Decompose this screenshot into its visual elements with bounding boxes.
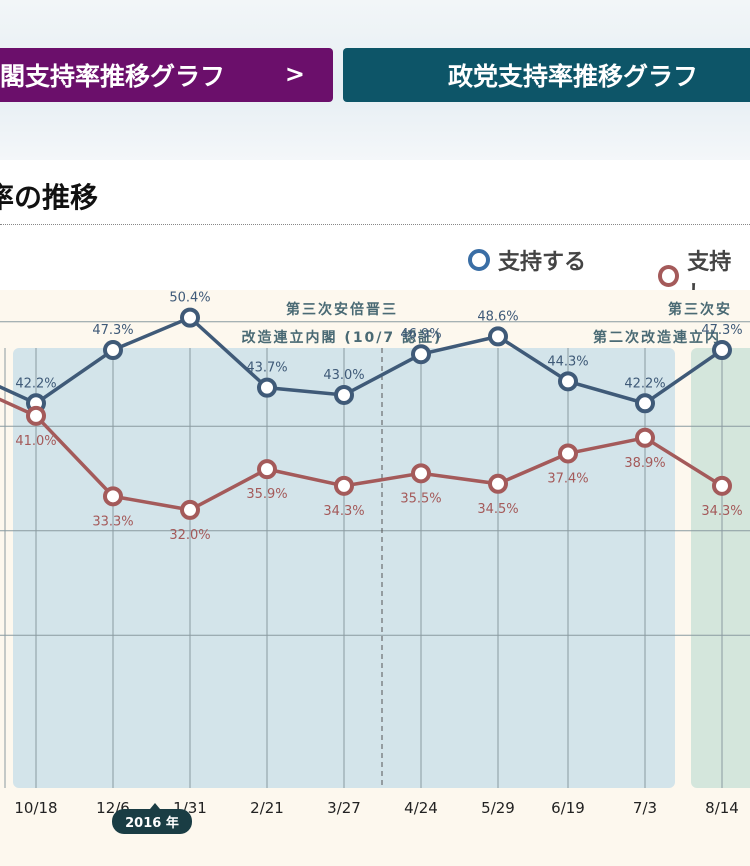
data-label-nonsupport: 33.3% (92, 514, 133, 529)
period-2-title: 第三次安 (668, 301, 732, 318)
cabinet-support-tab-label: 閣支持率推移グラフ (0, 62, 226, 91)
data-point-nonsupport (103, 486, 123, 507)
x-tick-label: 5/29 (481, 799, 515, 817)
data-point-support (712, 340, 732, 361)
x-tick-label: 6/19 (551, 799, 585, 817)
data-point-nonsupport (558, 443, 578, 464)
period-1-title: 第三次安倍晋三 (286, 301, 398, 318)
data-label-support: 48.6% (477, 309, 518, 324)
party-support-tab-label: 政党支持率推移グラフ (448, 62, 699, 91)
data-label-support: 42.2% (624, 376, 665, 391)
year-badge-label: 2016 年 (125, 815, 179, 831)
data-point-support (257, 377, 277, 398)
year-badge-pill (112, 809, 192, 834)
series-layer: 42.2% 47.3% 50.4% 43.7% 43.0% 46.9% 48.6% 44.3%… (0, 291, 743, 543)
period-2-band (691, 348, 750, 788)
period-1-subtitle: 改造連立内閣 (10/7 認証) (242, 329, 443, 346)
data-label-nonsupport: 37.4% (547, 471, 588, 486)
data-point-nonsupport (26, 405, 46, 426)
x-tick-label: 7/3 (633, 799, 657, 817)
period-2-subtitle: 第二次改造連立内 (593, 329, 721, 346)
x-tick-label: 4/24 (404, 799, 438, 817)
year-badge: 2016 年 (112, 803, 192, 834)
data-point-nonsupport (635, 427, 655, 448)
data-point-support (488, 326, 508, 347)
data-label-support: 47.3% (701, 323, 742, 338)
data-label-support: 50.4% (169, 291, 210, 306)
approval-line-chart: 第三次安倍晋三 改造連立内閣 (10/7 認証) 第三次安 第二次改造連立内 4… (0, 290, 750, 866)
title-divider (0, 224, 750, 225)
data-label-nonsupport: 38.9% (624, 456, 665, 471)
legend-support-label: 支持する (498, 250, 587, 275)
data-label-nonsupport: 35.5% (400, 491, 441, 506)
x-axis-ticks: 10/18 12/6 1/31 2/21 3/27 4/24 5/29 6/19 7/3 8/14 (14, 799, 738, 817)
data-label-nonsupport: 35.9% (246, 487, 287, 502)
data-label-support: 42.2% (15, 376, 56, 391)
data-label-nonsupport: 41.0% (15, 434, 56, 449)
data-point-nonsupport (180, 499, 200, 520)
data-point-support (411, 344, 431, 365)
data-label-support: 46.9% (400, 327, 441, 342)
data-label-support: 43.7% (246, 361, 287, 376)
data-point-nonsupport (712, 475, 732, 496)
legend-support-marker-icon (468, 249, 490, 271)
party-support-tab[interactable]: 政党支持率推移グラフ (343, 48, 750, 102)
year-badge-pointer (150, 803, 160, 809)
data-point-nonsupport (334, 475, 354, 496)
legend-support: 支持する (468, 244, 586, 276)
data-label-support: 44.3% (547, 354, 588, 369)
data-point-support (635, 393, 655, 414)
data-label-support: 43.0% (323, 368, 364, 383)
data-label-nonsupport: 34.5% (477, 502, 518, 517)
data-point-support (334, 384, 354, 405)
x-tick-label: 8/14 (705, 799, 739, 817)
chevron-right-icon: > (284, 60, 305, 88)
data-point-support (558, 371, 578, 392)
x-tick-label: 10/18 (14, 799, 57, 817)
data-point-nonsupport (488, 473, 508, 494)
data-label-support: 47.3% (92, 323, 133, 338)
data-point-support (103, 340, 123, 361)
cabinet-support-tab[interactable]: 閣支持率推移グラフ > (0, 48, 333, 102)
data-label-nonsupport: 32.0% (169, 528, 210, 543)
section-title: 率の推移 (0, 181, 99, 214)
chart-gridlines (0, 321, 750, 788)
data-label-nonsupport: 34.3% (323, 504, 364, 519)
legend-nonsupport-marker-icon (658, 265, 680, 287)
x-tick-label: 2/21 (250, 799, 284, 817)
data-point-nonsupport (411, 463, 431, 484)
data-point-support (180, 307, 200, 328)
data-point-nonsupport (257, 459, 277, 480)
x-tick-label: 3/27 (327, 799, 361, 817)
data-label-nonsupport: 34.3% (701, 504, 742, 519)
